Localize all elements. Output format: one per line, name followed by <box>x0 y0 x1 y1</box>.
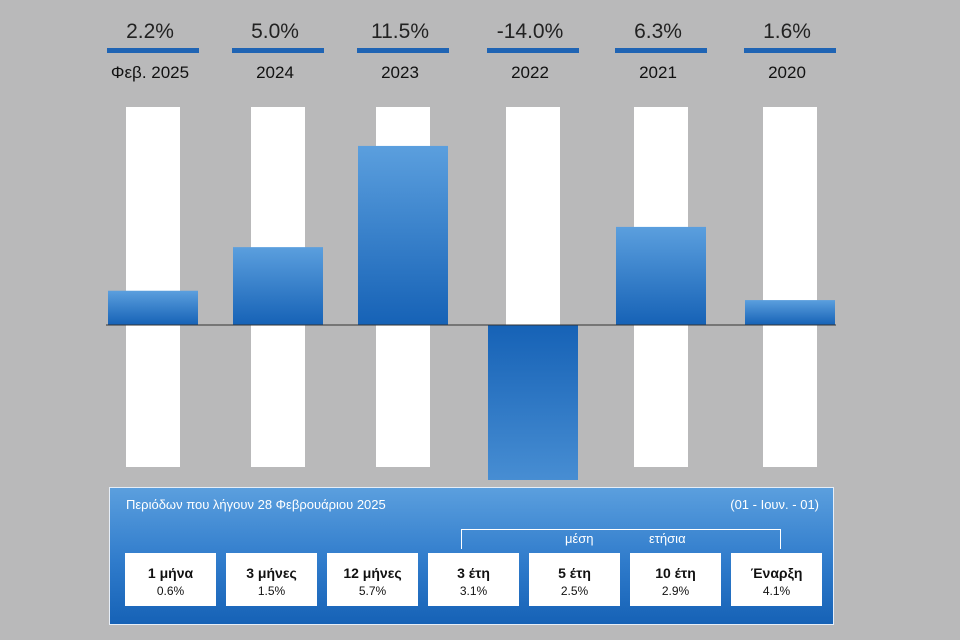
period-box-5-years: 5 έτη 2.5% <box>529 553 620 606</box>
category-label: Φεβ. 2025 <box>111 63 189 82</box>
period-box-10-years: 10 έτη 2.9% <box>630 553 721 606</box>
annualized-bracket <box>461 529 781 549</box>
bar-2023 <box>358 145 448 325</box>
annual-label: ετήσια <box>649 531 686 546</box>
period-label: 3 έτη <box>457 565 490 581</box>
header-underline <box>357 48 449 53</box>
period-label: Έναρξη <box>750 565 803 581</box>
period-value: 2.9% <box>661 584 690 598</box>
period-box-inception: Έναρξη 4.1% <box>731 553 822 606</box>
bar-2024 <box>233 247 323 325</box>
period-label: 5 έτη <box>558 565 591 581</box>
period-label: 12 μήνες <box>343 565 402 581</box>
period-value: 1.5% <box>257 584 286 598</box>
value-label: -14.0% <box>497 20 564 43</box>
returns-bar-chart: 2.2% Φεβ. 2025 5.0% 2024 11.5% 2023 -14.0% 2022… <box>106 20 836 480</box>
average-label: μέση <box>565 531 594 546</box>
period-value: 4.1% <box>762 584 791 598</box>
bar-background-column <box>126 107 180 467</box>
header-underline <box>232 48 324 53</box>
header-underline <box>744 48 836 53</box>
bar-2022 <box>488 325 578 480</box>
period-box-12-months: 12 μήνες 5.7% <box>327 553 418 606</box>
value-label: 5.0% <box>251 20 299 43</box>
period-box-3-years: 3 έτη 3.1% <box>428 553 519 606</box>
header-underline <box>107 48 199 53</box>
header-underline <box>487 48 579 53</box>
period-value: 3.1% <box>459 584 488 598</box>
value-label: 6.3% <box>634 20 682 43</box>
value-label: 2.2% <box>126 20 174 43</box>
category-label: 2020 <box>768 63 806 82</box>
value-label: 1.6% <box>763 20 811 43</box>
period-value: 2.5% <box>560 584 589 598</box>
period-label: 1 μήνα <box>147 565 194 581</box>
value-label: 11.5% <box>371 20 429 43</box>
category-label: 2021 <box>639 63 677 82</box>
period-label: 3 μήνες <box>246 565 297 581</box>
bar-Φεβ. 2025 <box>108 290 198 325</box>
panel-date-range: (01 - Ιουν. - 01) <box>730 497 819 512</box>
period-value: 5.7% <box>358 584 387 598</box>
period-label: 10 έτη <box>655 565 696 581</box>
panel-title: Περιόδων που λήγουν 28 Φεβρουάριου 2025 <box>126 497 386 512</box>
category-label: 2024 <box>256 63 294 82</box>
category-label: 2023 <box>381 63 419 82</box>
bar-2020 <box>745 300 835 325</box>
header-underline <box>615 48 707 53</box>
category-label: 2022 <box>511 63 549 82</box>
bar-background-column <box>763 107 817 467</box>
period-value: 0.6% <box>156 584 185 598</box>
period-returns-panel: Περιόδων που λήγουν 28 Φεβρουάριου 2025 … <box>109 487 834 625</box>
period-box-1-month: 1 μήνα 0.6% <box>125 553 216 606</box>
period-box-3-months: 3 μήνες 1.5% <box>226 553 317 606</box>
bar-2021 <box>616 226 706 325</box>
